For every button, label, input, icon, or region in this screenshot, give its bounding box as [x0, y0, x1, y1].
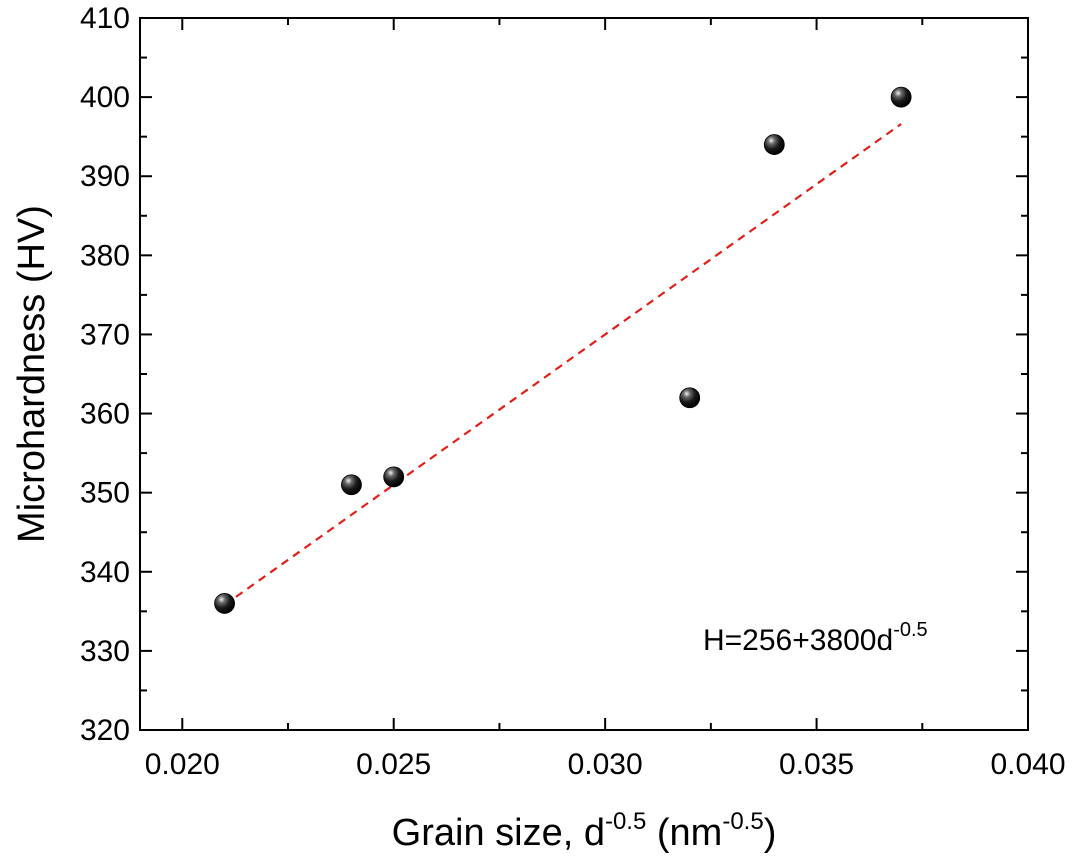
- y-tick-label: 340: [80, 556, 130, 589]
- x-axis-title: Grain size, d-0.5 (nm-0.5): [392, 808, 777, 854]
- y-axis-title: Microhardness (HV): [11, 205, 53, 543]
- y-tick-label: 360: [80, 398, 130, 431]
- data-points: [214, 86, 912, 614]
- y-axis-tick-labels: 320 330 340 350 360 370 380 390 400 410: [80, 2, 130, 747]
- equation-annotation: H=256+3800d-0.5: [703, 619, 928, 657]
- y-tick-label: 400: [80, 81, 130, 114]
- y-tick-label: 350: [80, 477, 130, 510]
- data-point: [383, 466, 405, 488]
- equation-exponent: -0.5: [893, 619, 927, 641]
- y-tick-label: 330: [80, 635, 130, 668]
- x-title-main: Grain size, d: [392, 812, 605, 854]
- y-tick-label: 380: [80, 239, 130, 272]
- y-tick-label: 410: [80, 2, 130, 35]
- data-point: [890, 86, 912, 108]
- y-axis-ticks: [140, 17, 1028, 731]
- y-tick-label: 390: [80, 160, 130, 193]
- data-point: [214, 593, 235, 614]
- x-title-exponent-2: -0.5: [722, 808, 763, 835]
- x-tick-label: 0.030: [568, 748, 643, 781]
- data-point: [341, 474, 362, 496]
- x-tick-label: 0.040: [990, 748, 1065, 781]
- fit-line: [223, 123, 902, 606]
- y-tick-label: 370: [80, 318, 130, 351]
- equation-text: H=256+3800d: [703, 624, 893, 657]
- data-point: [679, 387, 701, 409]
- x-title-unit: (nm: [646, 812, 722, 854]
- x-tick-label: 0.025: [356, 748, 431, 781]
- x-tick-label: 0.020: [145, 748, 220, 781]
- x-tick-label: 0.035: [779, 748, 854, 781]
- data-point: [763, 134, 785, 155]
- x-axis-ticks: [181, 18, 1029, 730]
- y-tick-label: 320: [80, 714, 130, 747]
- x-title-close: ): [764, 812, 777, 854]
- x-title-exponent-1: -0.5: [605, 808, 646, 835]
- x-axis-tick-labels: 0.020 0.025 0.030 0.035 0.040: [145, 748, 1066, 781]
